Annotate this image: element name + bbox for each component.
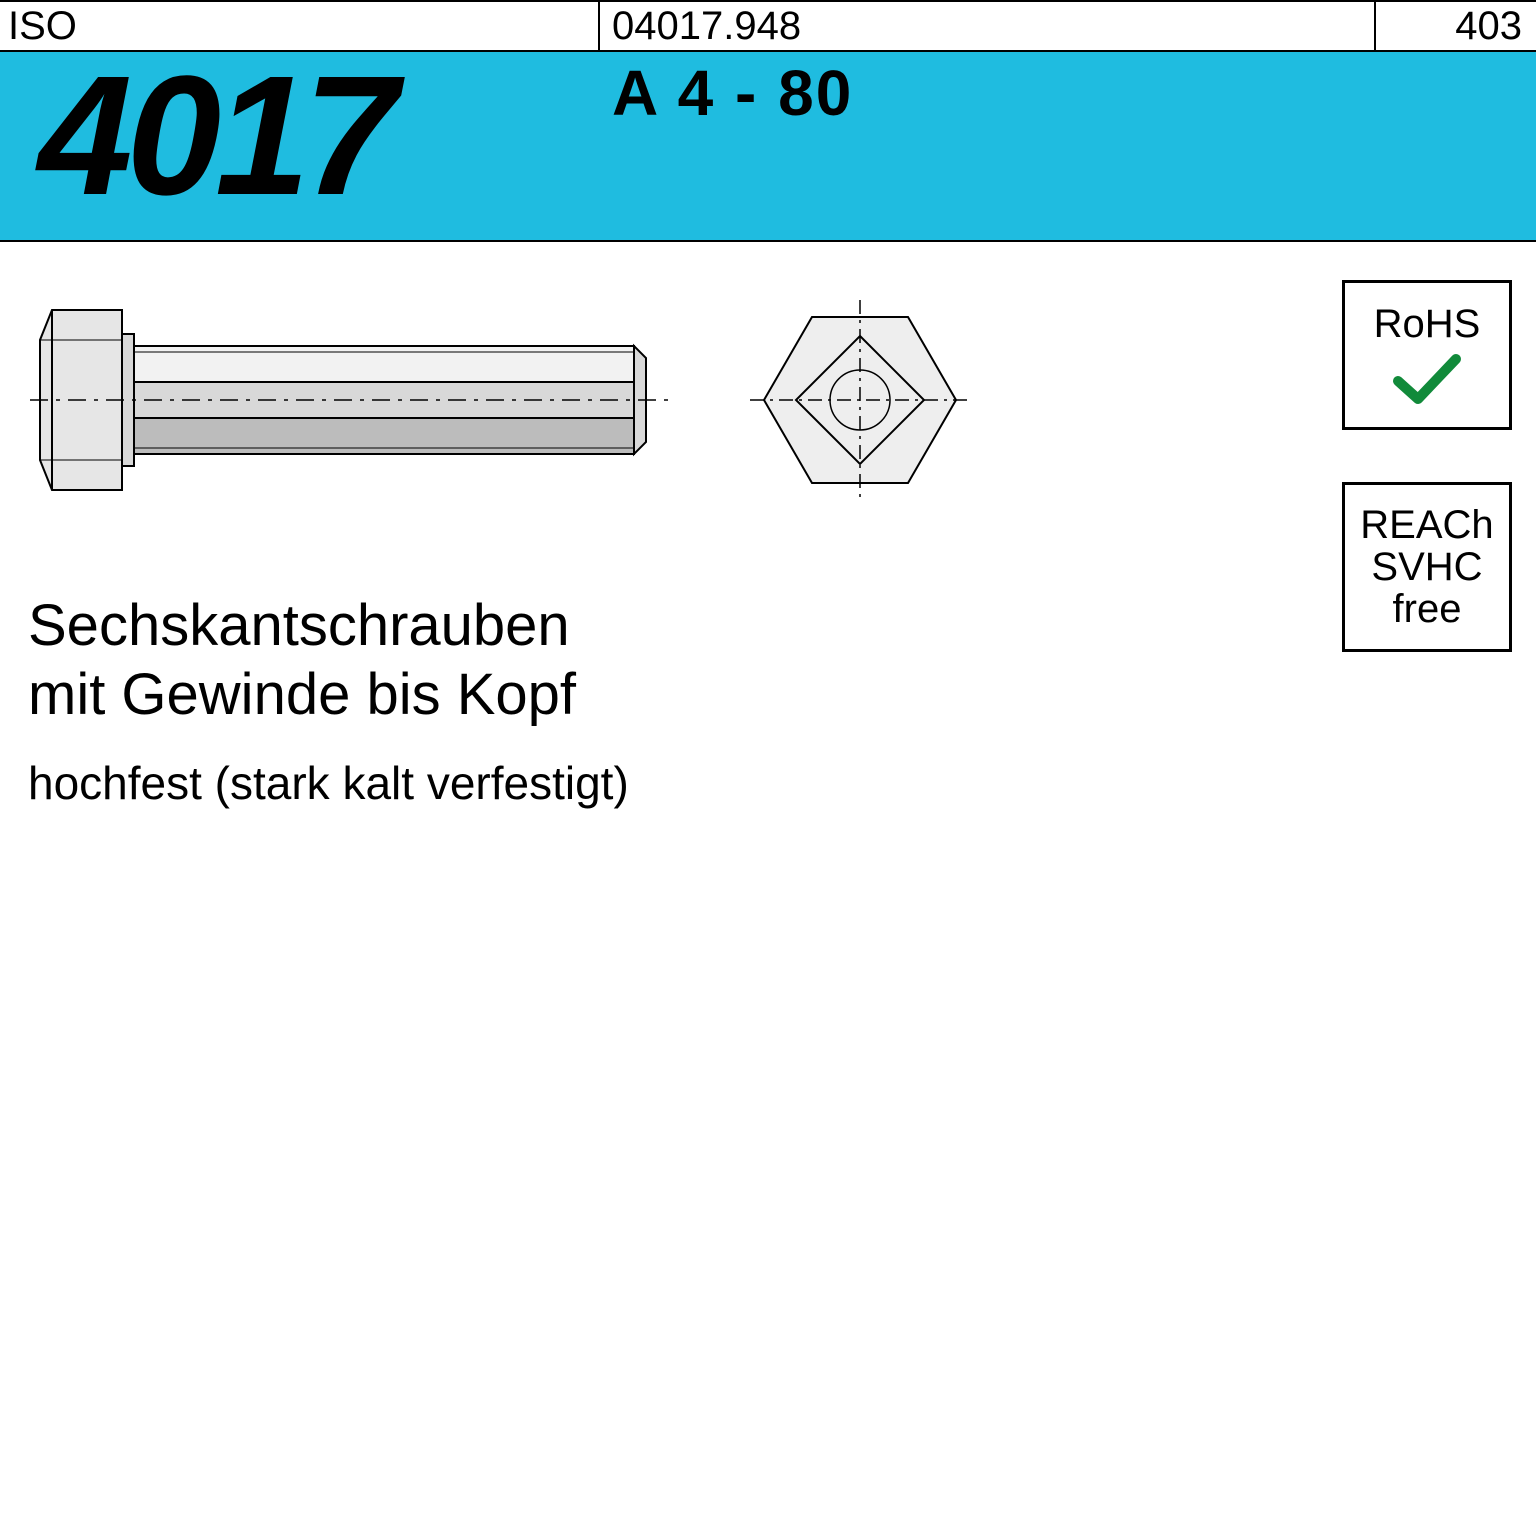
desc-line-3: hochfest (stark kalt verfestigt) [28,756,629,810]
reach-line-2: SVHC [1371,546,1482,588]
part-number: 04017.948 [612,4,801,49]
reach-line-1: REACh [1360,504,1493,546]
standard-number: 4017 [38,38,392,234]
reach-line-3: free [1393,588,1462,630]
desc-line-1: Sechskantschrauben [28,592,629,659]
rohs-label: RoHS [1374,303,1481,345]
technical-drawing [30,280,1010,520]
cyan-band: 4017 A 4 - 80 [0,52,1536,242]
rohs-badge: RoHS [1342,280,1512,430]
reach-badge: REACh SVHC free [1342,482,1512,652]
check-icon [1392,351,1462,407]
top-mid-cell: 04017.948 [600,2,1376,50]
code-right: 403 [1455,4,1522,49]
description-block: Sechskantschrauben mit Gewinde bis Kopf … [28,592,629,810]
bolt-svg [30,280,1010,520]
datasheet-page: ISO 04017.948 403 4017 A 4 - 80 [0,0,1536,1536]
desc-line-2: mit Gewinde bis Kopf [28,661,629,728]
material-grade: A 4 - 80 [612,56,853,130]
top-right-cell: 403 [1376,2,1536,50]
